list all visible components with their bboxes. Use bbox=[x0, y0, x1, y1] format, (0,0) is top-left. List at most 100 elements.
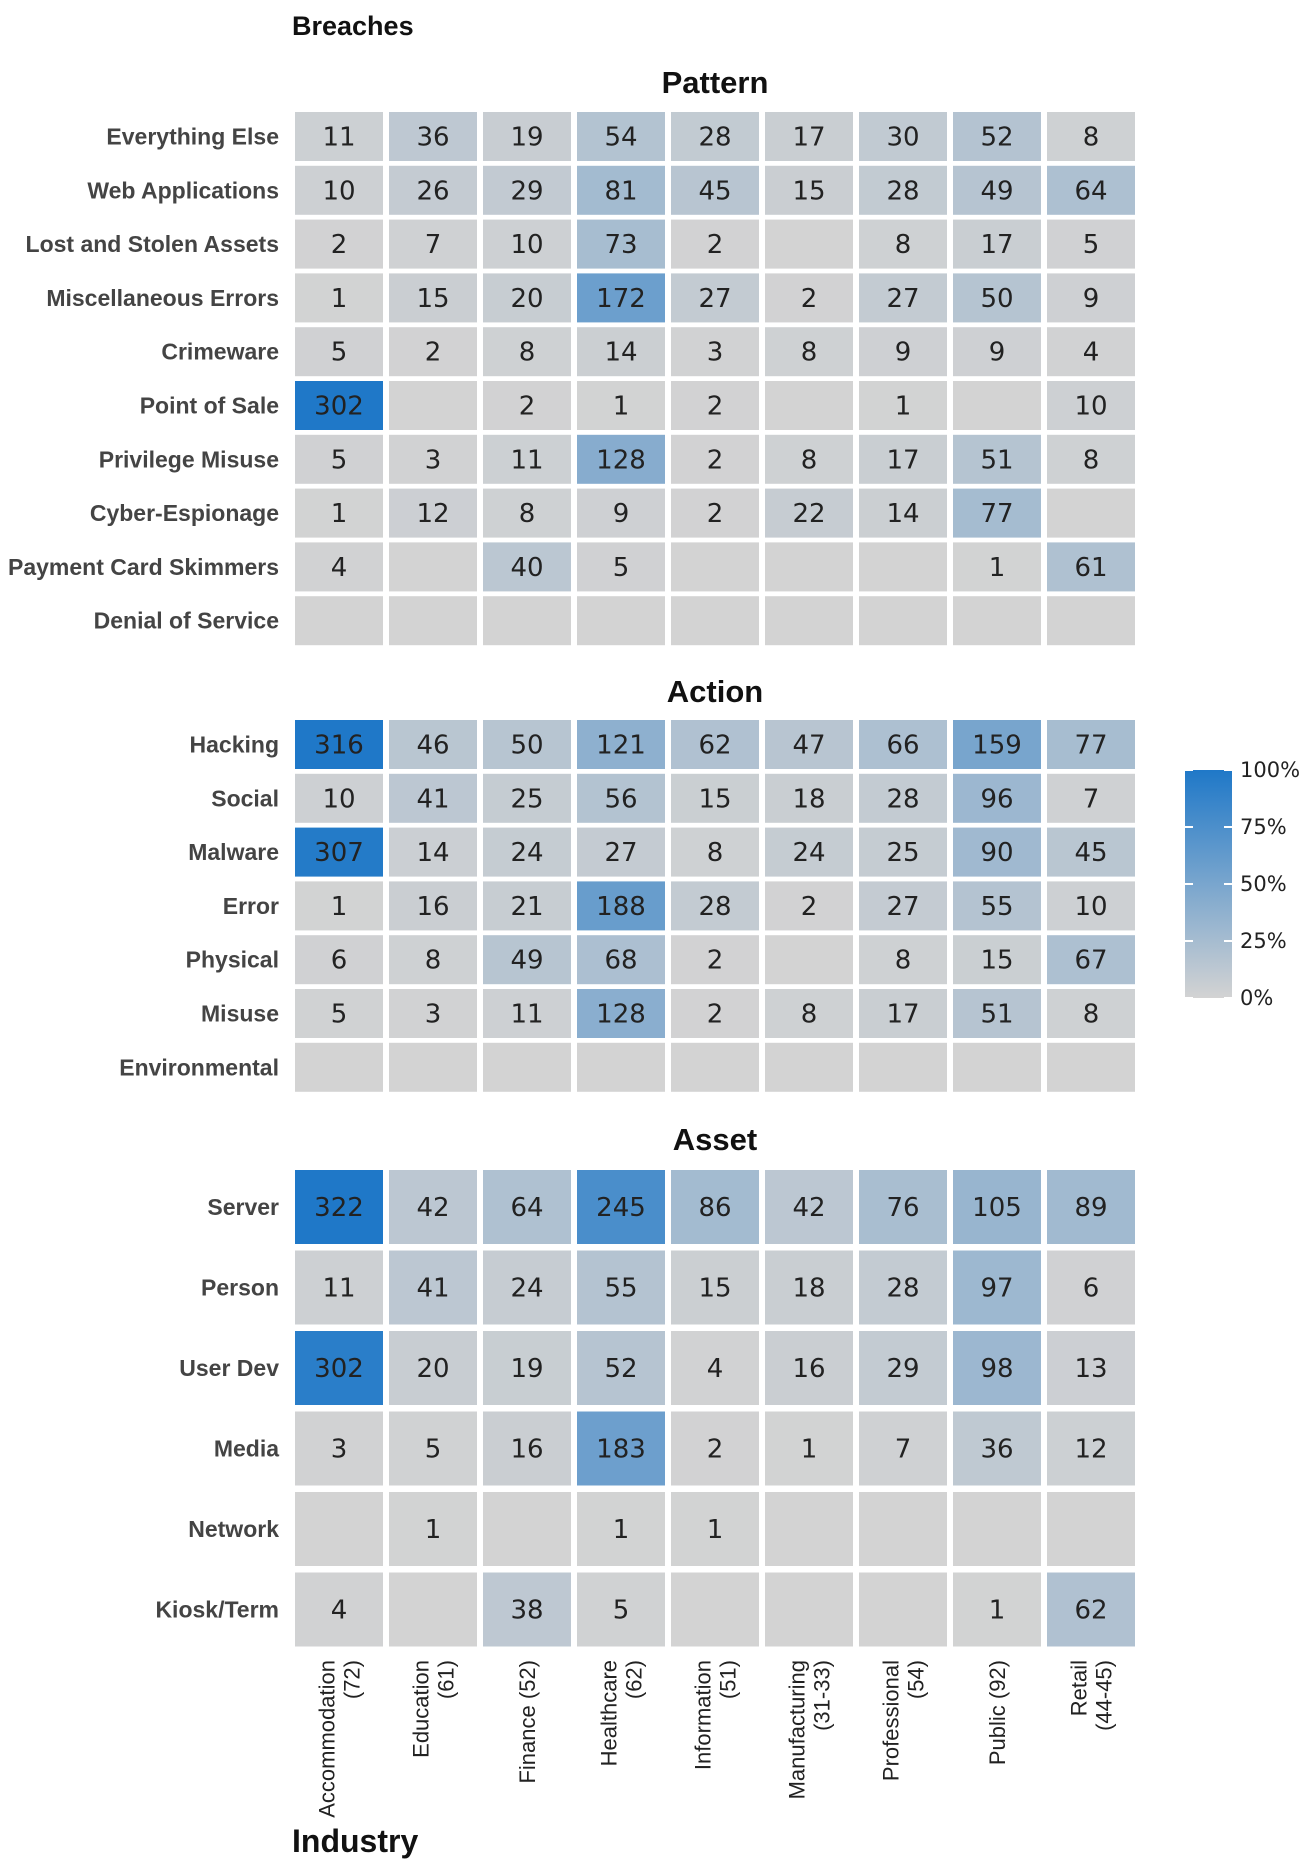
cell-value: 27 bbox=[698, 284, 731, 314]
cell-value: 2 bbox=[707, 946, 724, 976]
heatmap-cell bbox=[1047, 1170, 1135, 1244]
heatmap-cell bbox=[1047, 1492, 1135, 1566]
cell-value: 18 bbox=[792, 784, 825, 814]
cell-value: 28 bbox=[886, 784, 919, 814]
cell-value: 10 bbox=[1074, 892, 1107, 922]
heatmap-cell bbox=[295, 827, 383, 877]
row-label: Denial of Service bbox=[94, 608, 279, 634]
cell-value: 316 bbox=[314, 731, 364, 761]
cell-value: 2 bbox=[707, 1000, 724, 1030]
heatmap-cell bbox=[765, 488, 853, 538]
heatmap-cell bbox=[859, 1250, 947, 1325]
heatmap-cell bbox=[1047, 720, 1135, 769]
cell-value: 105 bbox=[972, 1193, 1022, 1223]
cell-value: 51 bbox=[980, 1000, 1013, 1030]
heatmap-cell bbox=[483, 434, 571, 484]
heatmap-cell bbox=[671, 273, 759, 323]
cell-value: 2 bbox=[801, 892, 818, 922]
cell-value: 8 bbox=[1083, 123, 1100, 153]
heatmap-cell bbox=[859, 273, 947, 323]
column-label-line: (31-33) bbox=[810, 1660, 835, 1731]
row-label: Miscellaneous Errors bbox=[46, 285, 279, 311]
cell-value: 47 bbox=[792, 731, 825, 761]
heatmap-cell bbox=[483, 989, 571, 1038]
cell-value: 56 bbox=[604, 784, 637, 814]
cell-value: 98 bbox=[980, 1354, 1013, 1384]
heatmap-cell bbox=[577, 1250, 665, 1325]
heatmap-cell bbox=[671, 596, 759, 646]
cell-value: 20 bbox=[416, 1354, 449, 1384]
heatmap-cell bbox=[295, 989, 383, 1038]
row-label: Misuse bbox=[201, 1001, 279, 1027]
cell-value: 188 bbox=[596, 892, 646, 922]
heatmap-cell bbox=[859, 720, 947, 769]
cell-value: 13 bbox=[1074, 1354, 1107, 1384]
heatmap-cell bbox=[671, 542, 759, 592]
cell-value: 45 bbox=[698, 176, 731, 206]
legend-label: 100% bbox=[1240, 758, 1300, 782]
cell-value: 15 bbox=[980, 946, 1013, 976]
heatmap-cell bbox=[389, 773, 477, 823]
heatmap-cell bbox=[671, 720, 759, 769]
heatmap-cell bbox=[859, 1492, 947, 1566]
cell-value: 55 bbox=[980, 892, 1013, 922]
cell-value: 17 bbox=[980, 230, 1013, 260]
heatmap-cell bbox=[953, 1170, 1041, 1244]
cell-value: 159 bbox=[972, 731, 1022, 761]
heatmap-cell bbox=[859, 112, 947, 161]
heatmap-cell bbox=[295, 1411, 383, 1486]
cell-value: 9 bbox=[613, 499, 630, 529]
row-label: Malware bbox=[188, 839, 279, 865]
cell-value: 10 bbox=[322, 176, 355, 206]
heatmap-cell bbox=[295, 935, 383, 985]
heatmap-cell bbox=[765, 989, 853, 1038]
cell-value: 10 bbox=[510, 230, 543, 260]
heatmap-cell bbox=[953, 165, 1041, 215]
cell-value: 15 bbox=[416, 284, 449, 314]
cell-value: 27 bbox=[604, 838, 637, 868]
heatmap-cell bbox=[765, 434, 853, 484]
column-label: Education (61) bbox=[409, 1660, 459, 1758]
cell-value: 8 bbox=[519, 499, 536, 529]
heatmap-cell bbox=[671, 1170, 759, 1244]
cell-value: 8 bbox=[1083, 1000, 1100, 1030]
column-label-line: (61) bbox=[434, 1660, 459, 1699]
heatmap-cell bbox=[953, 1572, 1041, 1647]
heatmap-cell bbox=[295, 1572, 383, 1647]
cell-value: 1 bbox=[331, 892, 348, 922]
heatmap-cell bbox=[859, 989, 947, 1038]
row-label: Error bbox=[223, 893, 279, 919]
cell-value: 19 bbox=[510, 123, 543, 153]
cell-value: 1 bbox=[613, 1515, 630, 1545]
heatmap-cell bbox=[765, 327, 853, 377]
column-label-line: Accommodation bbox=[315, 1660, 340, 1818]
cell-value: 10 bbox=[322, 784, 355, 814]
heatmap-cell bbox=[859, 1331, 947, 1405]
cell-value: 5 bbox=[425, 1435, 442, 1465]
heatmap-cell bbox=[483, 542, 571, 592]
heatmap-cell bbox=[953, 1042, 1041, 1092]
cell-value: 45 bbox=[1074, 838, 1107, 868]
cell-value: 54 bbox=[604, 123, 637, 153]
heatmap-cell bbox=[953, 488, 1041, 538]
cell-value: 76 bbox=[886, 1193, 919, 1223]
cell-value: 25 bbox=[510, 784, 543, 814]
cell-value: 302 bbox=[314, 392, 364, 422]
cell-value: 1 bbox=[989, 553, 1006, 583]
heatmap-cell bbox=[671, 989, 759, 1038]
cell-value: 68 bbox=[604, 946, 637, 976]
cell-value: 128 bbox=[596, 1000, 646, 1030]
heatmap-cell bbox=[483, 165, 571, 215]
heatmap-cell bbox=[953, 989, 1041, 1038]
heatmap-cell bbox=[953, 596, 1041, 646]
cell-value: 28 bbox=[886, 176, 919, 206]
cell-value: 41 bbox=[416, 1274, 449, 1304]
column-label: Finance (52) bbox=[515, 1660, 540, 1784]
row-label: Cyber-Espionage bbox=[90, 500, 279, 526]
row-label: Server bbox=[207, 1194, 279, 1220]
cell-value: 5 bbox=[331, 445, 348, 475]
cell-value: 14 bbox=[416, 838, 449, 868]
cell-value: 12 bbox=[416, 499, 449, 529]
heatmap-cell bbox=[859, 773, 947, 823]
cell-value: 18 bbox=[792, 1274, 825, 1304]
